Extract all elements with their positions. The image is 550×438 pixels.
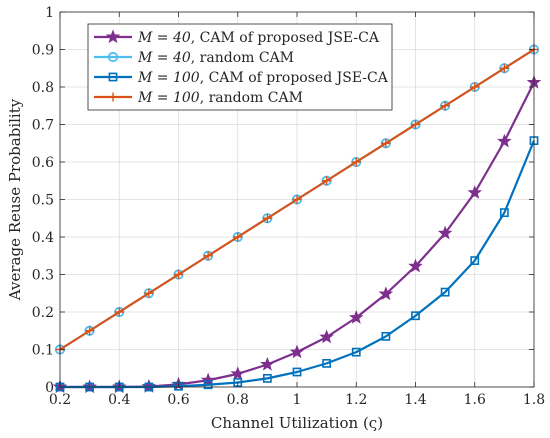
data-point-plus [203, 251, 213, 261]
data-point-square [292, 367, 302, 377]
data-point-square [203, 380, 213, 390]
data-point-square [411, 311, 420, 321]
x-axis-label: Channel Utilization (ς) [211, 414, 383, 432]
data-point-star [348, 309, 364, 324]
x-tick-label: 0.6 [167, 392, 189, 408]
legend-item: M = 100, random CAM [94, 90, 303, 106]
x-tick-label: 1.8 [523, 392, 545, 408]
y-tick-label: 0.9 [32, 43, 54, 59]
data-point-plus [144, 288, 154, 298]
data-point-star [467, 185, 483, 199]
data-point-plus [262, 213, 272, 223]
data-point-plus [470, 82, 480, 92]
data-point-square [351, 347, 361, 357]
data-point-square [499, 208, 509, 218]
data-point-plus [351, 157, 361, 167]
legend-label-math: M = 100 [137, 70, 200, 86]
x-tick-label: 0.8 [227, 392, 249, 408]
y-tick-label: 0.4 [32, 230, 54, 246]
x-tick-label: 1.2 [345, 392, 367, 408]
legend-item: M = 40, random CAM [94, 50, 294, 66]
data-point-plus [108, 92, 118, 102]
x-tick-label: 1.4 [404, 392, 426, 408]
ticks: 0.2 0.4 0.6 0.8 1 1.2 1.4 1.6 1.8 0 0.1 0.2 0.3 0.4 0.… [32, 5, 545, 408]
legend-label-text: , CAM of proposed JSE-CA [200, 70, 389, 86]
legend-label: M = 100, CAM of proposed JSE-CA [137, 70, 389, 86]
y-tick-label: 1 [45, 5, 54, 21]
data-point-plus [499, 63, 509, 73]
data-point-star [319, 329, 334, 344]
data-point-star [408, 258, 423, 273]
data-point-circle [107, 51, 119, 63]
data-point-plus [411, 120, 420, 129]
y-tick-label: 0.6 [32, 155, 54, 171]
legend-label-text: , random CAM [200, 90, 303, 106]
data-point-star [200, 372, 216, 387]
x-tick-label: 0.4 [108, 392, 130, 408]
data-point-plus [381, 138, 391, 148]
data-point-star [378, 286, 394, 301]
x-tick-label: 0.2 [49, 392, 71, 408]
data-point-star [230, 366, 246, 381]
data-point-plus [85, 326, 95, 336]
data-point-square [262, 373, 272, 383]
legend-item: M = 100, CAM of proposed JSE-CA [94, 70, 389, 86]
legend-label: M = 40, CAM of proposed JSE-CA [137, 30, 380, 46]
legend-box [87, 23, 393, 111]
y-tick-label: 0 [45, 380, 54, 396]
legend-label-math: M = 100 [137, 90, 200, 106]
data-point-square [108, 72, 118, 82]
data-point-square [440, 287, 450, 297]
data-point-square [470, 256, 480, 266]
legend-label: M = 100, random CAM [137, 90, 303, 106]
y-tick-label: 0.3 [32, 268, 54, 284]
data-point-plus [114, 307, 124, 317]
legend-label: M = 40, random CAM [137, 50, 294, 66]
data-point-plus [322, 176, 332, 186]
data-point-plus [292, 195, 302, 204]
x-tick-label: 1 [293, 392, 302, 408]
legend-item: M = 40, CAM of proposed JSE-CA [94, 29, 380, 46]
legend-label-math: M = 40 [137, 50, 191, 66]
y-axis-label: Average Reuse Probability [6, 98, 24, 301]
data-point-square [381, 331, 391, 341]
y-tick-label: 0.8 [32, 80, 54, 96]
data-point-star [260, 356, 275, 371]
legend-label-text: , CAM of proposed JSE-CA [191, 30, 380, 46]
data-point-square [322, 358, 332, 368]
legend-label-math: M = 40 [137, 30, 191, 46]
data-point-star [289, 344, 305, 359]
y-tick-label: 0.5 [32, 193, 54, 209]
x-tick-label: 1.6 [464, 392, 486, 408]
legend-label-text: , random CAM [191, 50, 294, 66]
data-point-plus [233, 232, 243, 242]
data-point-star [105, 29, 121, 44]
data-point-plus [440, 101, 450, 111]
y-tick-label: 0.2 [32, 305, 54, 321]
data-point-star [437, 225, 453, 240]
data-point-plus [174, 270, 183, 279]
series-4 [55, 45, 539, 354]
data-point-star [497, 133, 512, 148]
y-tick-label: 0.1 [32, 343, 54, 359]
legend: M = 40, CAM of proposed JSE-CAM = 40, ra… [87, 23, 393, 111]
y-tick-label: 0.7 [32, 118, 54, 134]
